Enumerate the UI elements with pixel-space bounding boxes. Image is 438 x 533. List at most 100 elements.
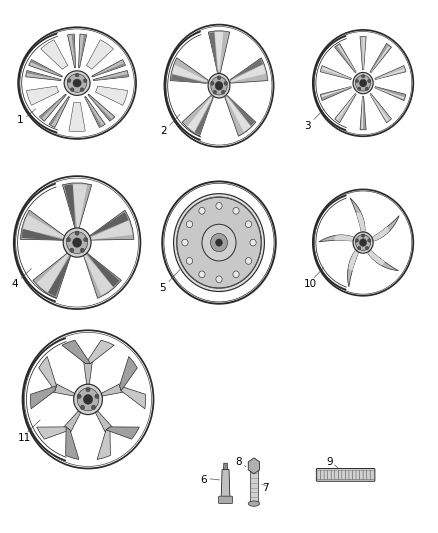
Ellipse shape [81, 405, 85, 409]
Ellipse shape [358, 246, 361, 250]
FancyBboxPatch shape [370, 470, 374, 480]
Ellipse shape [67, 74, 87, 92]
Ellipse shape [77, 394, 81, 399]
Polygon shape [230, 58, 268, 83]
Polygon shape [89, 220, 132, 240]
Polygon shape [86, 252, 120, 287]
Ellipse shape [70, 88, 74, 91]
Ellipse shape [83, 394, 92, 404]
Polygon shape [49, 96, 69, 126]
Polygon shape [29, 60, 62, 77]
Ellipse shape [202, 224, 236, 261]
Polygon shape [226, 96, 251, 132]
Ellipse shape [356, 75, 371, 91]
Ellipse shape [211, 82, 214, 85]
Polygon shape [321, 87, 351, 97]
FancyBboxPatch shape [360, 470, 364, 480]
Polygon shape [30, 60, 63, 76]
Polygon shape [172, 64, 208, 82]
Polygon shape [85, 96, 105, 127]
FancyBboxPatch shape [349, 470, 353, 480]
Ellipse shape [67, 232, 88, 254]
Ellipse shape [358, 87, 361, 91]
Polygon shape [64, 411, 81, 433]
Polygon shape [335, 93, 356, 123]
Polygon shape [30, 386, 57, 409]
Polygon shape [93, 70, 128, 80]
Polygon shape [53, 383, 75, 396]
Ellipse shape [199, 207, 205, 214]
Text: 6: 6 [201, 475, 207, 485]
Polygon shape [26, 86, 59, 105]
FancyBboxPatch shape [345, 470, 350, 480]
Polygon shape [93, 74, 128, 80]
Ellipse shape [217, 76, 221, 80]
Polygon shape [322, 67, 351, 79]
FancyBboxPatch shape [316, 469, 375, 481]
Polygon shape [88, 95, 112, 121]
Polygon shape [230, 64, 266, 82]
Polygon shape [170, 58, 208, 83]
Polygon shape [171, 74, 207, 84]
Ellipse shape [367, 79, 371, 83]
Polygon shape [120, 357, 138, 391]
Polygon shape [375, 69, 405, 79]
Text: 2: 2 [160, 126, 167, 136]
Ellipse shape [187, 257, 193, 264]
Polygon shape [48, 254, 72, 296]
Polygon shape [84, 361, 92, 384]
Polygon shape [120, 386, 145, 409]
Polygon shape [37, 427, 70, 439]
Polygon shape [67, 34, 76, 68]
Polygon shape [92, 63, 125, 77]
Polygon shape [248, 458, 260, 474]
Polygon shape [360, 36, 366, 70]
Text: 11: 11 [18, 433, 32, 443]
Polygon shape [62, 340, 91, 364]
Polygon shape [83, 253, 113, 295]
Polygon shape [88, 94, 115, 121]
Ellipse shape [75, 74, 79, 77]
Text: 9: 9 [326, 457, 332, 466]
Polygon shape [23, 215, 66, 239]
Polygon shape [26, 71, 61, 80]
Polygon shape [106, 427, 139, 439]
FancyBboxPatch shape [342, 470, 346, 480]
Ellipse shape [77, 388, 99, 411]
Polygon shape [356, 213, 365, 231]
Text: 1: 1 [17, 115, 24, 125]
Ellipse shape [216, 276, 222, 282]
Polygon shape [92, 60, 125, 77]
Polygon shape [97, 427, 110, 459]
Polygon shape [370, 94, 389, 121]
Polygon shape [209, 32, 217, 72]
Polygon shape [83, 252, 121, 298]
Polygon shape [336, 94, 356, 120]
Text: 7: 7 [262, 483, 268, 493]
Polygon shape [319, 235, 353, 242]
Ellipse shape [361, 234, 365, 237]
Ellipse shape [95, 394, 99, 399]
Ellipse shape [355, 79, 358, 83]
Polygon shape [20, 210, 66, 240]
Polygon shape [360, 96, 366, 130]
Ellipse shape [208, 74, 230, 98]
Polygon shape [64, 184, 75, 230]
FancyBboxPatch shape [338, 470, 342, 480]
Polygon shape [101, 383, 124, 396]
Ellipse shape [81, 248, 85, 253]
FancyBboxPatch shape [356, 470, 360, 480]
Ellipse shape [211, 233, 227, 252]
Ellipse shape [367, 239, 371, 242]
Polygon shape [66, 427, 79, 459]
Polygon shape [39, 94, 66, 121]
Polygon shape [195, 98, 214, 135]
Polygon shape [79, 35, 86, 68]
FancyBboxPatch shape [328, 470, 332, 480]
Polygon shape [223, 463, 228, 470]
Polygon shape [33, 252, 71, 298]
Ellipse shape [73, 79, 81, 87]
Polygon shape [363, 37, 365, 70]
Polygon shape [370, 43, 392, 72]
Polygon shape [182, 95, 213, 136]
